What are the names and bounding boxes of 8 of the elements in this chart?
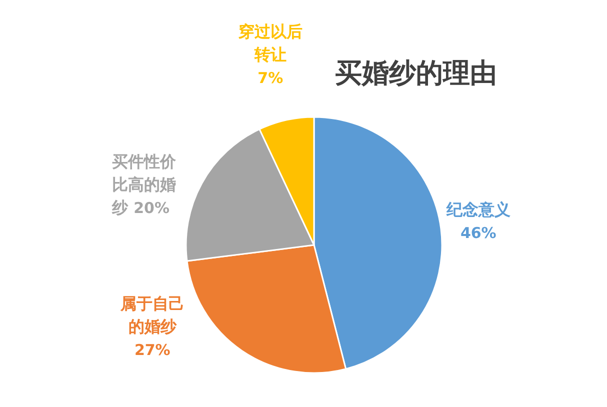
data-label: 7%	[258, 69, 284, 87]
data-label: 27%	[134, 341, 170, 359]
slice-label: 纪念意义	[446, 200, 510, 219]
slice-label: 穿过以后转让	[238, 22, 302, 64]
slice-label: 属于自己的婚纱	[120, 294, 184, 336]
data-label: 46%	[460, 224, 496, 242]
text: 买婚纱的理由	[335, 57, 497, 91]
data-label: 20%	[134, 199, 170, 217]
